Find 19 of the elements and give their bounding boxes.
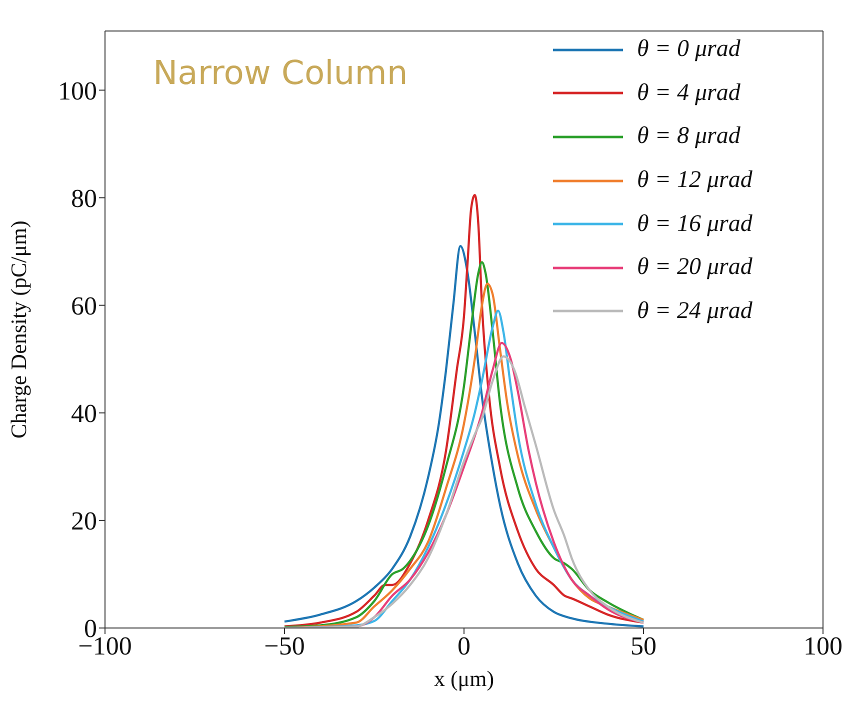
x-tick-label: 50 bbox=[630, 631, 656, 660]
legend-label: θ = 12 μrad bbox=[637, 167, 752, 194]
y-axis-title: Charge Density (pC/μm) bbox=[6, 220, 31, 438]
x-tick-label: 100 bbox=[804, 631, 842, 660]
legend-label: θ = 0 μrad bbox=[637, 36, 740, 64]
legend-label: θ = 8 μrad bbox=[637, 123, 740, 150]
y-tick-label: 80 bbox=[71, 184, 97, 213]
legend-label: θ = 20 μrad bbox=[637, 254, 752, 282]
x-axis-title: x (μm) bbox=[434, 666, 494, 691]
y-tick-label: 40 bbox=[71, 399, 97, 428]
x-tick-label: 0 bbox=[458, 631, 470, 660]
legend-label: θ = 4 μrad bbox=[637, 80, 740, 107]
legend-label: θ = 16 μrad bbox=[637, 210, 752, 238]
x-tick-label: −50 bbox=[264, 631, 305, 660]
annotation: Narrow Column bbox=[153, 53, 408, 92]
y-tick-label: 100 bbox=[58, 76, 97, 106]
legend-label: θ = 24 μrad bbox=[637, 298, 752, 325]
y-tick-label: 20 bbox=[71, 506, 97, 536]
y-tick-label: 60 bbox=[71, 292, 97, 321]
